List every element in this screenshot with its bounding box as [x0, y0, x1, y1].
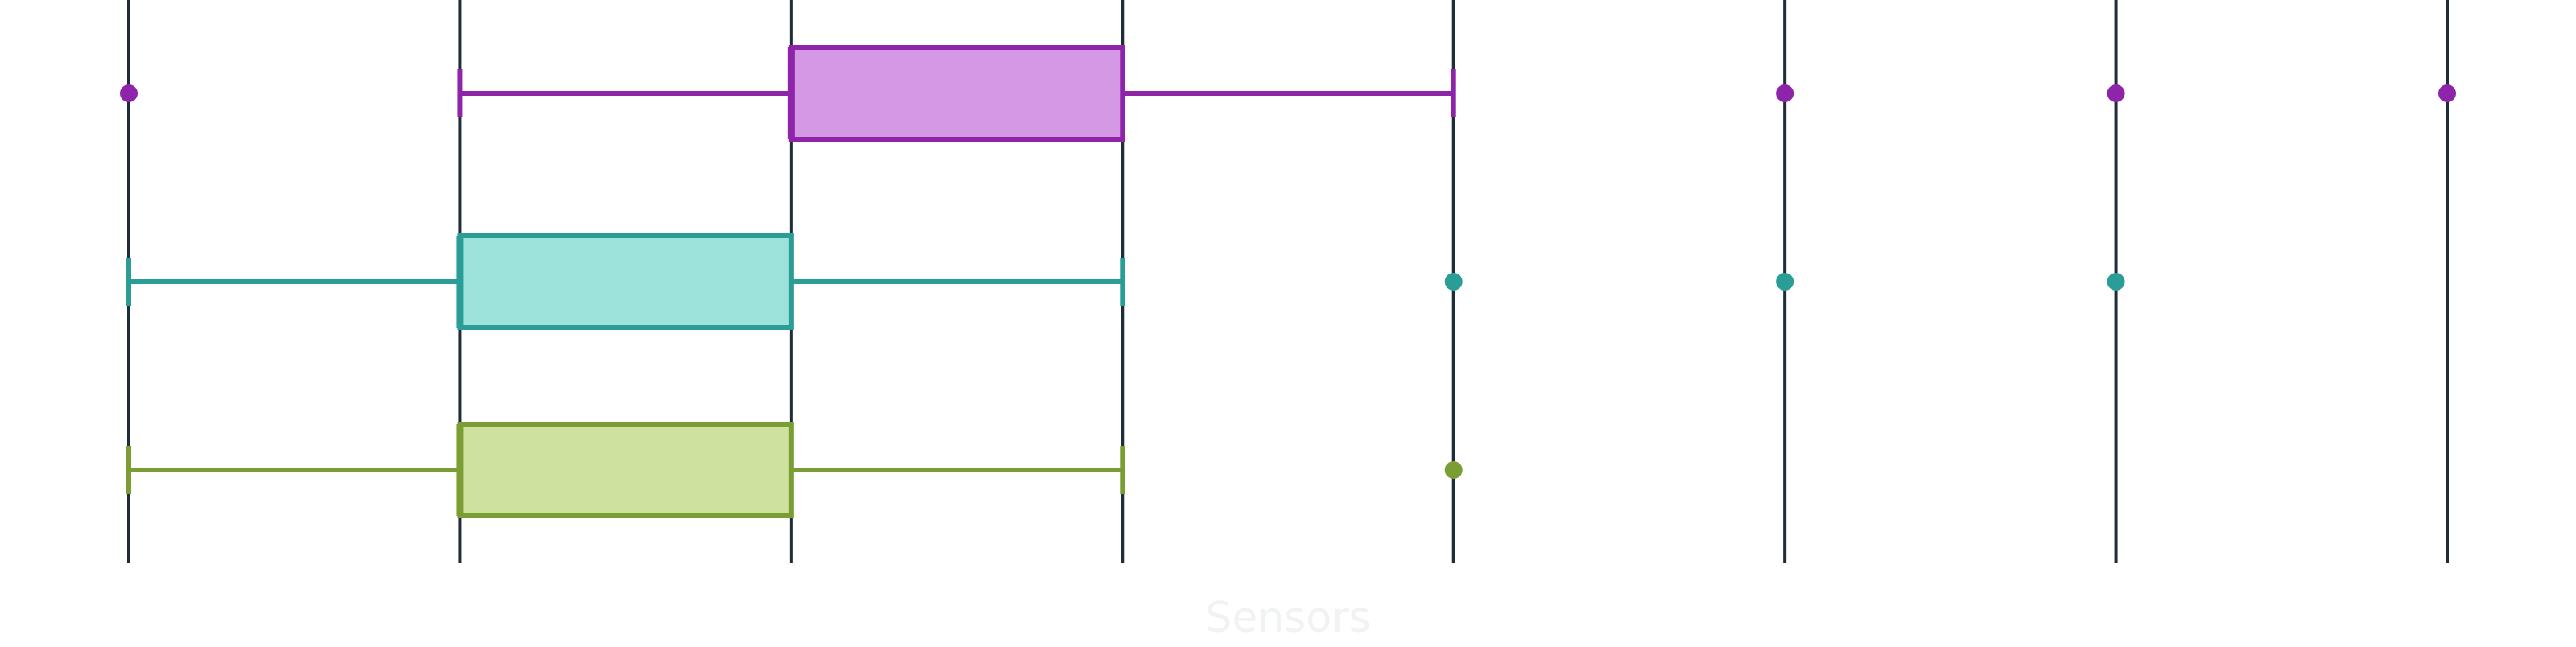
outlier-point-3: [2438, 84, 2456, 102]
outlier-point-0: [1444, 273, 1463, 291]
outlier-point-2: [2107, 273, 2125, 291]
outlier-point-2: [2107, 84, 2125, 102]
outlier-point-1: [1776, 84, 1794, 102]
x-axis-label: Sensors: [1205, 594, 1370, 642]
boxes: [120, 45, 2456, 518]
iqr-box: [457, 233, 794, 330]
outlier-point-1: [1776, 273, 1794, 291]
box-series-0: [120, 45, 2456, 142]
outlier-point-0: [1444, 461, 1463, 479]
outlier-point-0: [120, 84, 138, 102]
iqr-box: [457, 422, 794, 518]
box-series-1: [126, 233, 2125, 330]
box-series-2: [126, 422, 1463, 518]
iqr-box: [788, 45, 1125, 142]
